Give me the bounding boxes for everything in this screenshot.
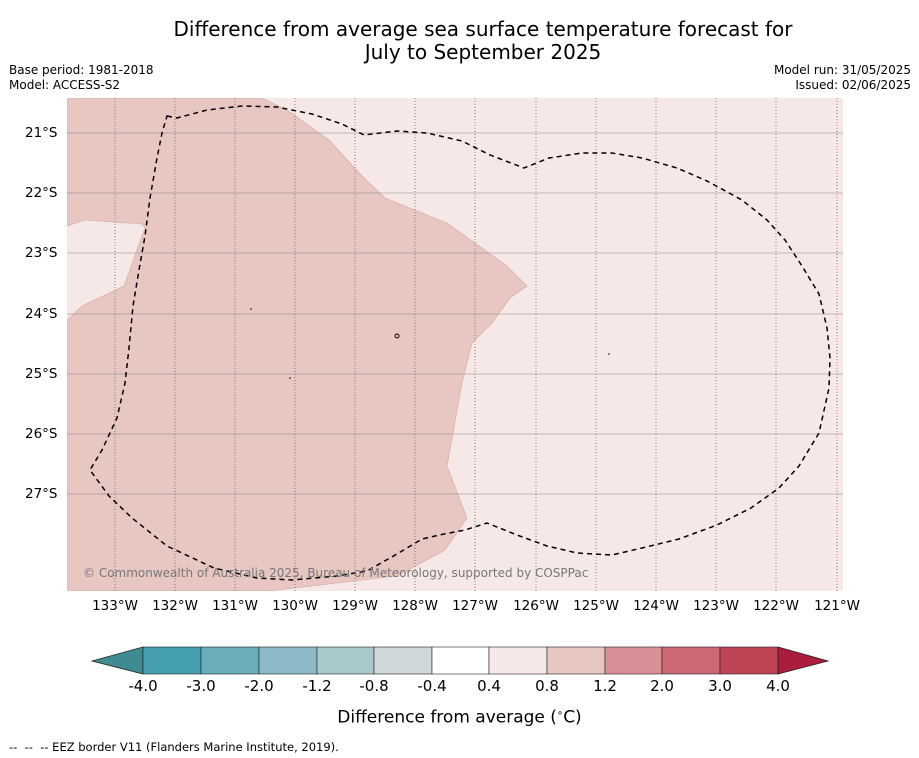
colorbar-tick-label: 0.4 — [477, 677, 501, 695]
island-marker — [394, 333, 400, 339]
colorbar-segment — [661, 646, 721, 675]
colorbar-segment — [142, 646, 202, 675]
eez-border — [89, 105, 831, 581]
colorbar-extend-low — [90, 646, 144, 675]
map-title: Difference from average sea surface temp… — [173, 17, 793, 64]
colorbar-title: Difference from average (∘C) — [337, 707, 582, 728]
colorbar-segment — [488, 646, 548, 675]
graticule — [67, 98, 843, 591]
colorbar-segment — [604, 646, 663, 675]
longitude-label: 129°W — [332, 598, 378, 614]
forecast-metadata-left: Base period: 1981-2018 Model: ACCESS-S2 — [9, 63, 154, 93]
longitude-label: 133°W — [92, 598, 138, 614]
colorbar-segment — [200, 646, 260, 675]
colorbar-tick-label: -0.4 — [417, 677, 447, 695]
colorbar-tick-label: -2.0 — [244, 677, 274, 695]
colorbar-tick-label: 3.0 — [708, 677, 732, 695]
island-marker — [250, 308, 252, 310]
longitude-label: 128°W — [392, 598, 438, 614]
colorbar-tick-label: 2.0 — [650, 677, 674, 695]
colorbar-segment — [316, 646, 375, 675]
colorbar-segment — [546, 646, 606, 675]
island-marker — [289, 377, 291, 379]
latitude-label: 23°S — [25, 245, 58, 261]
longitude-label: 123°W — [693, 598, 739, 614]
degree-symbol: ∘ — [556, 708, 564, 719]
model-name: Model: ACCESS-S2 — [9, 78, 121, 92]
latitude-label: 21°S — [25, 125, 58, 141]
colorbar-tick-label: -3.0 — [186, 677, 216, 695]
colorbar — [90, 646, 830, 675]
longitude-label: 132°W — [152, 598, 198, 614]
longitude-label: 131°W — [212, 598, 258, 614]
issued-date: Issued: 02/06/2025 — [795, 78, 911, 92]
latitude-label: 24°S — [25, 306, 58, 322]
longitude-label: 122°W — [753, 598, 799, 614]
colorbar-tick-label: -4.0 — [128, 677, 158, 695]
longitude-label: 127°W — [452, 598, 498, 614]
colorbar-tick-label: -0.8 — [359, 677, 389, 695]
colorbar-segment — [258, 646, 318, 675]
island-marker — [608, 353, 610, 355]
colorbar-tick-label: -1.2 — [302, 677, 332, 695]
colorbar-segment — [719, 646, 779, 675]
colorbar-segment — [373, 646, 433, 675]
copyright-notice: © Commonwealth of Australia 2025, Bureau… — [83, 566, 588, 580]
colorbar-tick-label: 0.8 — [535, 677, 559, 695]
latitude-label: 26°S — [25, 426, 58, 442]
longitude-label: 126°W — [513, 598, 559, 614]
longitude-label: 124°W — [633, 598, 679, 614]
sst-anomaly-map: © Commonwealth of Australia 2025, Bureau… — [67, 98, 843, 591]
colorbar-segment — [431, 646, 490, 675]
forecast-metadata-right: Model run: 31/05/2025 Issued: 02/06/2025 — [774, 63, 911, 93]
colorbar-tick-label: 4.0 — [766, 677, 790, 695]
longitude-label: 121°W — [814, 598, 860, 614]
latitude-label: 22°S — [25, 185, 58, 201]
warm-anomaly-region-08-12 — [67, 98, 528, 591]
colorbar-tick-label: 1.2 — [593, 677, 617, 695]
latitude-label: 27°S — [25, 486, 58, 502]
base-period: Base period: 1981-2018 — [9, 63, 154, 77]
latitude-label: 25°S — [25, 366, 58, 382]
longitude-label: 125°W — [573, 598, 619, 614]
model-run-date: Model run: 31/05/2025 — [773, 63, 911, 77]
eez-legend-note: -- -- -- EEZ border V11 (Flanders Marine… — [9, 740, 339, 754]
longitude-label: 130°W — [272, 598, 318, 614]
colorbar-extend-high — [777, 646, 830, 675]
